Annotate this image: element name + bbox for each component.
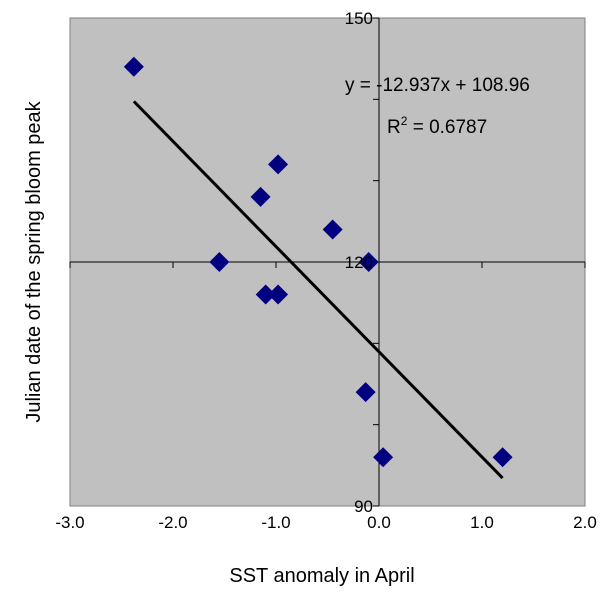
x-tick-label: -1.0 xyxy=(261,513,290,532)
data-point xyxy=(358,252,379,272)
trendline-equation: y = -12.937x + 108.96 xyxy=(345,75,530,96)
y-axis-title: Julian date of the spring bloom peak xyxy=(23,100,45,422)
tick-labels: -3.0 -2.0 -1.0 0.0 1.0 2.0 90 120 150 xyxy=(55,9,596,532)
data-point xyxy=(373,447,394,468)
y-tick-label: 150 xyxy=(345,9,373,28)
x-axis-title: SST anomaly in April xyxy=(229,565,414,587)
data-point xyxy=(255,284,276,305)
data-point xyxy=(250,186,271,207)
x-tick-label: 2.0 xyxy=(573,513,597,532)
x-tick-label: 1.0 xyxy=(470,513,494,532)
data-point xyxy=(492,447,513,468)
data-point xyxy=(355,382,376,403)
x-tick-label: 0.0 xyxy=(367,513,391,532)
data-points xyxy=(123,56,513,468)
x-tick-label: -3.0 xyxy=(55,513,84,532)
trendline xyxy=(132,100,504,480)
data-point xyxy=(123,56,144,77)
data-point xyxy=(268,284,289,305)
y-tick-label: 90 xyxy=(354,497,373,516)
r-squared-label: R2 = 0.6787 xyxy=(387,114,487,138)
data-point xyxy=(268,154,289,175)
trendline-layer xyxy=(132,100,504,480)
x-tick-label: -2.0 xyxy=(158,513,187,532)
y-tick-label: 120 xyxy=(345,253,373,272)
data-point xyxy=(322,219,343,240)
data-point xyxy=(209,252,230,272)
